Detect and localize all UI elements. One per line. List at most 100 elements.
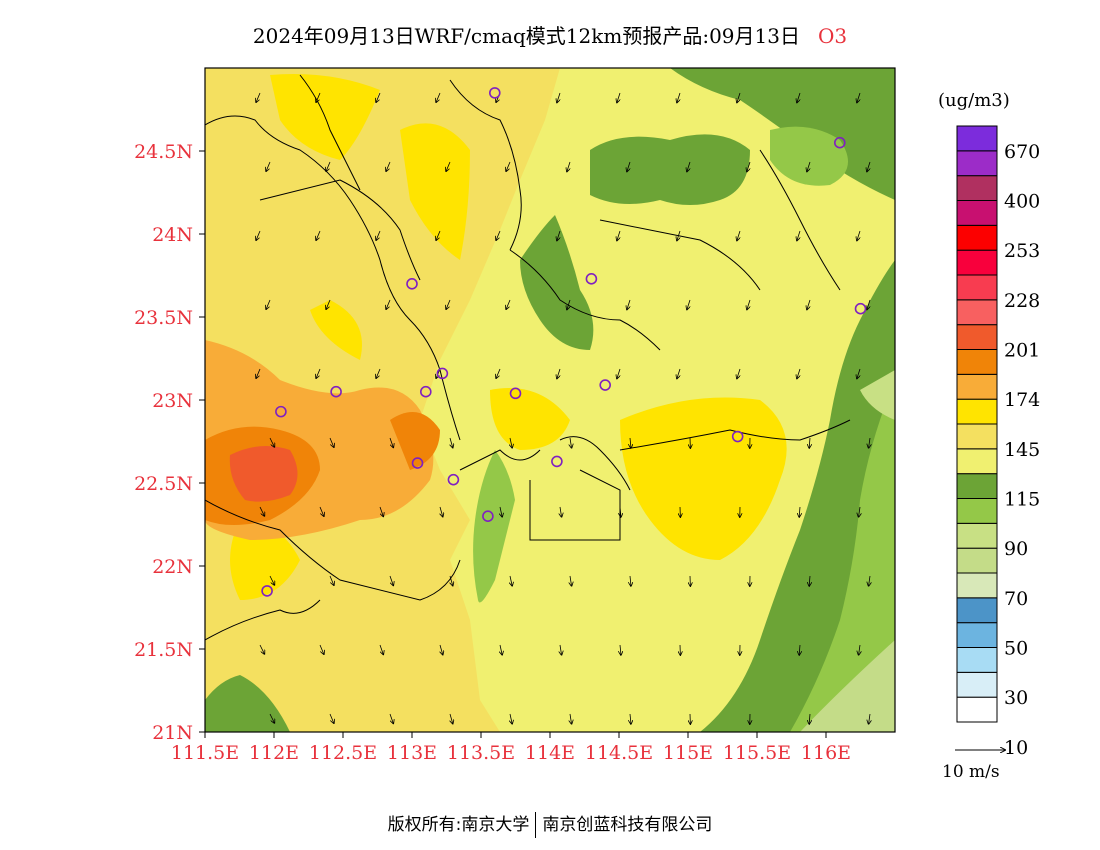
wind-arrow: [450, 575, 453, 586]
footer-divider: [535, 812, 537, 838]
wind-arrow: [389, 713, 393, 723]
wind-arrow: [797, 368, 800, 379]
wind-arrow: [557, 368, 560, 379]
wind-arrow: [630, 575, 631, 586]
wind-arrow: [797, 92, 800, 103]
wind-arrow: [446, 161, 451, 171]
legend-swatch: [956, 597, 998, 624]
lat-label: 24N: [152, 224, 193, 246]
wind-arrow: [319, 644, 324, 654]
wind-arrow: [687, 161, 690, 172]
wind-arrow: [326, 161, 331, 171]
wind-arrow: [807, 161, 810, 172]
wind-arrow: [436, 92, 441, 102]
legend-swatch: [956, 448, 998, 475]
wind-arrow: [329, 575, 334, 585]
wind-arrow: [857, 368, 860, 379]
wind-arrow: [266, 299, 271, 309]
wind-arrow: [256, 368, 261, 378]
station-marker: [482, 510, 494, 523]
wind-arrow: [506, 161, 511, 171]
boundary-lines: [205, 74, 851, 641]
lon-label: 112E: [249, 742, 299, 764]
wind-arrow: [269, 437, 274, 447]
wind-arrow: [436, 230, 441, 240]
wind-arrow: [269, 575, 274, 585]
wind-arrow: [859, 644, 860, 655]
wind-arrow: [570, 713, 572, 724]
legend-swatch: [956, 398, 998, 425]
station-marker: [261, 585, 273, 597]
wind-arrow: [510, 713, 512, 724]
legend-label: 70: [1004, 588, 1028, 610]
station-marker: [436, 367, 449, 380]
wind-arrow: [440, 506, 443, 517]
lon-label: 111.5E: [171, 742, 239, 764]
wind-arrow: [687, 299, 690, 310]
wind-arrow: [506, 299, 511, 309]
wind-arrow: [557, 92, 560, 103]
wind-arrow: [747, 299, 750, 310]
station-marker: [275, 405, 287, 418]
legend-swatch: [956, 423, 998, 450]
wind-arrow: [386, 299, 391, 309]
legend-swatch: [956, 224, 998, 251]
lon-label: 113.5E: [447, 742, 515, 764]
wind-arrow: [510, 437, 512, 448]
color-legend: 670 400 253 228 201 174 145 115 90 70 50 30 10: [956, 125, 1040, 759]
legend-swatch: [956, 373, 998, 400]
station-marker: [551, 455, 563, 468]
wind-arrow: [440, 644, 443, 655]
wind-arrow: [617, 230, 620, 241]
wind-arrow: [677, 92, 680, 103]
wind-arrow: [450, 713, 453, 724]
lat-label: 24.5N: [134, 141, 193, 163]
station-marker: [330, 385, 342, 398]
wind-arrow: [747, 161, 750, 172]
legend-swatch: [956, 671, 998, 698]
wind-arrow: [570, 575, 572, 586]
wind-arrow: [389, 437, 393, 447]
wind-arrow: [376, 230, 381, 240]
station-marker: [854, 302, 867, 315]
wind-arrow: [446, 299, 451, 309]
wind-arrow: [256, 92, 261, 102]
chart-title: 2024年09月13日WRF/cmaq模式12km预报产品:09月13日 O3: [0, 20, 1100, 49]
lon-label: 114E: [525, 742, 575, 764]
wind-arrow: [677, 368, 680, 379]
legend-label: 228: [1004, 290, 1040, 312]
station-markers: [261, 87, 867, 597]
wind-arrow: [737, 368, 740, 379]
lon-label: 115E: [663, 742, 713, 764]
station-marker: [731, 430, 744, 443]
station-marker: [488, 87, 501, 99]
station-marker: [833, 136, 846, 149]
wind-arrow: [256, 230, 261, 240]
lat-label: 23.5N: [134, 307, 193, 329]
wind-arrow: [450, 437, 453, 448]
copyright-footer: 版权所有:南京大学 南京创蓝科技有限公司: [0, 810, 1100, 838]
wind-arrow: [630, 437, 631, 448]
wind-arrow: [560, 506, 562, 517]
wind-arrow: [859, 506, 860, 517]
lat-label: 22.5N: [134, 473, 193, 495]
species-label: O3: [817, 24, 848, 48]
wind-vectors: [256, 92, 870, 724]
legend-swatch: [956, 547, 998, 574]
wind-arrow: [570, 437, 572, 448]
wind-arrow: [386, 161, 391, 171]
station-marker: [585, 273, 598, 285]
copyright-right: 南京创蓝科技有限公司: [542, 815, 713, 835]
lon-label: 114.5E: [585, 742, 653, 764]
legend-label: 115: [1004, 489, 1040, 511]
legend-swatch: [956, 349, 998, 375]
wind-arrow: [560, 644, 562, 655]
wind-arrow: [269, 713, 274, 723]
wind-arrow: [329, 713, 334, 723]
wind-arrow: [797, 230, 800, 241]
copyright-left: 版权所有:南京大学: [387, 815, 530, 835]
legend-label: 174: [1004, 389, 1040, 411]
wind-arrow: [799, 644, 800, 655]
legend-swatch: [956, 175, 998, 202]
